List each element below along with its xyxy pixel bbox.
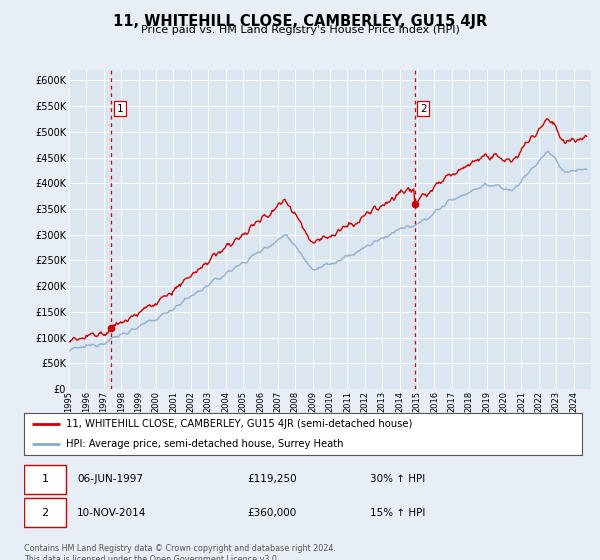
Text: 10-NOV-2014: 10-NOV-2014 <box>77 507 146 517</box>
FancyBboxPatch shape <box>24 498 66 527</box>
Text: 11, WHITEHILL CLOSE, CAMBERLEY, GU15 4JR (semi-detached house): 11, WHITEHILL CLOSE, CAMBERLEY, GU15 4JR… <box>66 419 412 430</box>
Text: 30% ↑ HPI: 30% ↑ HPI <box>370 474 425 484</box>
Text: £360,000: £360,000 <box>247 507 296 517</box>
Text: 2: 2 <box>41 507 49 517</box>
Text: £119,250: £119,250 <box>247 474 297 484</box>
Text: 06-JUN-1997: 06-JUN-1997 <box>77 474 143 484</box>
Text: 1: 1 <box>116 104 123 114</box>
Text: 15% ↑ HPI: 15% ↑ HPI <box>370 507 425 517</box>
Text: Contains HM Land Registry data © Crown copyright and database right 2024.
This d: Contains HM Land Registry data © Crown c… <box>24 544 336 560</box>
FancyBboxPatch shape <box>24 465 66 494</box>
Text: HPI: Average price, semi-detached house, Surrey Heath: HPI: Average price, semi-detached house,… <box>66 438 343 449</box>
Text: 11, WHITEHILL CLOSE, CAMBERLEY, GU15 4JR: 11, WHITEHILL CLOSE, CAMBERLEY, GU15 4JR <box>113 14 487 29</box>
Text: Price paid vs. HM Land Registry's House Price Index (HPI): Price paid vs. HM Land Registry's House … <box>140 25 460 35</box>
Text: 1: 1 <box>41 474 49 484</box>
Text: 2: 2 <box>420 104 427 114</box>
